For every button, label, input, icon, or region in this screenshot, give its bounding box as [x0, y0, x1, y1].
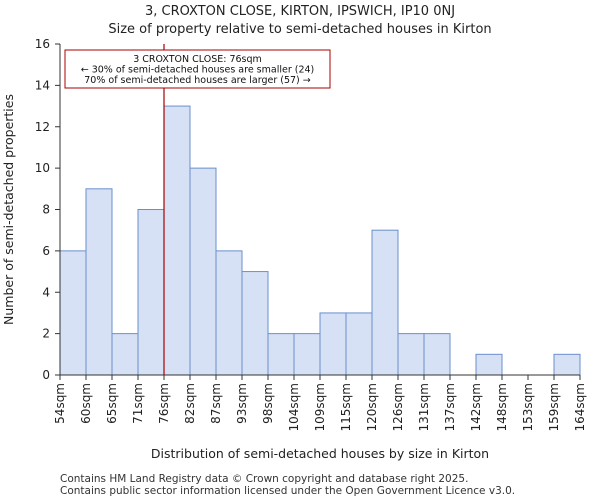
bar-115sqm — [345, 312, 373, 376]
bar-98sqm — [267, 333, 295, 376]
y-tick-label: 12 — [35, 120, 50, 134]
y-tick-label: 16 — [35, 37, 50, 51]
y-axis-title: Number of semi-detached properties — [1, 94, 16, 325]
bar-109sqm — [319, 312, 347, 376]
x-tick-label: 93sqm — [235, 383, 249, 424]
footer-line-2: Contains public sector information licen… — [60, 485, 516, 497]
bar-60sqm — [85, 188, 113, 376]
y-tick-label: 4 — [42, 285, 50, 299]
x-tick-label: 87sqm — [209, 383, 223, 424]
y-tick-label: 14 — [35, 78, 50, 92]
x-tick-label: 131sqm — [417, 383, 431, 431]
x-axis-title: Distribution of semi-detached houses by … — [151, 446, 489, 461]
chart-title: 3, CROXTON CLOSE, KIRTON, IPSWICH, IP10 … — [144, 4, 456, 19]
x-tick-label: 65sqm — [105, 383, 119, 424]
x-tick-label: 54sqm — [53, 383, 67, 424]
footer-line-1: Contains HM Land Registry data © Crown c… — [60, 473, 469, 485]
annotation-box — [64, 49, 331, 89]
bar-120sqm — [371, 229, 399, 376]
bar-126sqm — [397, 333, 425, 376]
y-tick-label: 0 — [42, 368, 50, 382]
x-tick-label: 164sqm — [573, 383, 587, 431]
x-tick-label: 98sqm — [261, 383, 275, 424]
x-tick-label: 153sqm — [521, 383, 535, 431]
x-tick-label: 126sqm — [391, 383, 405, 431]
bar-71sqm — [137, 209, 165, 376]
bar-76sqm — [163, 105, 191, 376]
bar-93sqm — [241, 271, 269, 376]
x-tick-label: 159sqm — [547, 383, 561, 431]
x-tick-label: 142sqm — [469, 383, 483, 431]
x-tick-label: 109sqm — [313, 383, 327, 431]
bar-54sqm — [59, 250, 87, 376]
bar-82sqm — [189, 167, 217, 376]
y-tick-label: 6 — [42, 244, 50, 258]
x-tick-label: 71sqm — [131, 383, 145, 424]
bar-142sqm — [475, 353, 503, 376]
y-tick-label: 2 — [42, 327, 50, 341]
x-tick-label: 76sqm — [157, 383, 171, 424]
bar-159sqm — [553, 353, 581, 376]
annotation-line-2: ← 30% of semi-detached houses are smalle… — [81, 65, 315, 76]
bar-104sqm — [293, 333, 321, 376]
x-tick-label: 137sqm — [443, 383, 457, 431]
annotation-line-1: 3 CROXTON CLOSE: 76sqm — [133, 54, 262, 65]
x-tick-label: 115sqm — [339, 383, 353, 431]
bar-65sqm — [111, 333, 139, 376]
x-tick-label: 60sqm — [79, 383, 93, 424]
x-tick-label: 148sqm — [495, 383, 509, 431]
bar-87sqm — [215, 250, 243, 376]
bar-131sqm — [423, 333, 451, 376]
x-tick-label: 82sqm — [183, 383, 197, 424]
x-tick-label: 104sqm — [287, 383, 301, 431]
annotation-line-3: 70% of semi-detached houses are larger (… — [84, 75, 311, 86]
chart-subtitle: Size of property relative to semi-detach… — [108, 22, 492, 37]
y-tick-label: 8 — [42, 203, 50, 217]
x-tick-label: 120sqm — [365, 383, 379, 431]
y-tick-label: 10 — [35, 161, 50, 175]
